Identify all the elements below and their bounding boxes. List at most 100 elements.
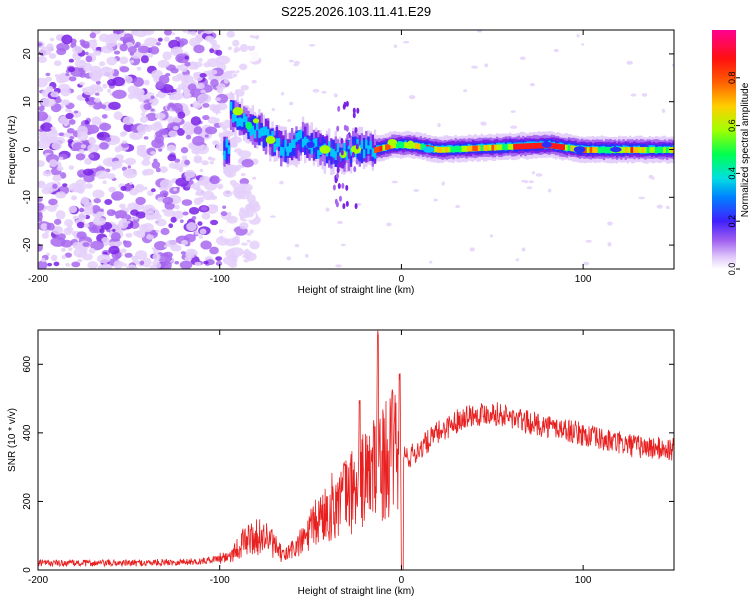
heatmap-noise-cell	[141, 144, 147, 148]
heatmap-faint-cell	[607, 242, 612, 247]
heatmap-faint-cell	[630, 93, 637, 97]
heatmap-ridge-cell	[367, 145, 370, 155]
heatmap-noise-cell	[38, 243, 43, 252]
heatmap-noise-cell	[83, 223, 90, 228]
heatmap-noise-cell	[118, 203, 126, 209]
heatmap-ridge-cell	[310, 133, 313, 147]
heatmap-noise-cell	[204, 134, 209, 138]
heatmap-noise-cell	[88, 247, 96, 254]
heatmap-ridge-core	[559, 144, 563, 150]
heatmap-noise-cell	[113, 50, 121, 55]
heatmap-ridge-core	[540, 142, 544, 149]
heatmap-noise-cell	[143, 136, 149, 140]
heatmap-ridge-core	[450, 146, 454, 153]
heatmap-noise-cell	[249, 229, 254, 234]
heatmap-noise-cell	[89, 32, 97, 39]
heatmap-ridge-cell	[360, 149, 364, 164]
heatmap-ridge-cell	[330, 147, 333, 157]
heatmap-noise-cell	[51, 141, 62, 150]
heatmap-noise-cell	[42, 170, 52, 177]
heatmap-noise-cell	[246, 37, 257, 47]
heatmap-noise-cell	[191, 148, 198, 154]
heatmap-ridge-core	[415, 143, 419, 149]
heatmap-noise-cell	[162, 51, 172, 61]
heatmap-noise-cell	[121, 140, 128, 144]
heatmap-noise-cell	[71, 261, 81, 268]
heatmap-noise-cell	[215, 256, 222, 261]
heatmap-ridge-core	[439, 147, 443, 153]
heatmap-noise-cell	[136, 66, 142, 71]
heatmap-noise-cell	[230, 136, 242, 144]
colorbar-tick-label: 0.4	[727, 167, 737, 180]
heatmap-noise-cell	[106, 56, 118, 66]
heatmap-noise-cell	[193, 197, 202, 206]
heatmap-ridge-core	[395, 142, 399, 149]
heatmap-faint-cell	[408, 95, 416, 100]
heatmap-noise-cell	[78, 149, 85, 154]
heatmap-noise-cell	[50, 254, 58, 262]
heatmap-ridge-cell	[258, 116, 261, 135]
heatmap-faint-cell	[321, 90, 327, 94]
heatmap-noise-cell	[40, 97, 56, 108]
snr-background	[38, 330, 674, 570]
heatmap-noise-cell	[94, 144, 101, 151]
heatmap-noise-cell	[192, 100, 202, 109]
heatmap-noise-cell	[85, 55, 93, 63]
heatmap-noise-cell	[101, 114, 108, 119]
heatmap-noise-cell	[227, 46, 232, 51]
heatmap-ridge-core	[589, 147, 593, 153]
heatmap-noise-cell	[79, 81, 85, 86]
heatmap-ridge-cell	[284, 148, 287, 163]
heatmap-noise-cell	[84, 51, 89, 56]
heatmap-noise-cell	[65, 112, 74, 120]
heatmap-noise-cell	[133, 77, 144, 87]
heatmap-ridge-cell	[293, 139, 296, 149]
colorbar-tick-label: 0.8	[727, 72, 737, 85]
heatmap-noise-cell	[79, 72, 86, 78]
heatmap-noise-cell	[68, 76, 77, 82]
heatmap-ridge-cell	[325, 136, 329, 155]
heatmap-hotspot	[387, 138, 398, 146]
heatmap-noise-cell	[46, 222, 55, 231]
heatmap-noise-cell	[120, 248, 127, 254]
heatmap-ridge-cell	[258, 131, 261, 146]
heatmap-noise-cell	[125, 232, 133, 238]
heatmap-streak-cell	[341, 162, 345, 169]
snr-xtick-label: -100	[210, 575, 230, 586]
heatmap-noise-cell	[80, 196, 90, 205]
heatmap-noise-cell	[159, 190, 169, 197]
heatmap-noise-cell	[250, 30, 259, 37]
colorbar-tick-label: 0.6	[727, 119, 737, 132]
heatmap-noise-cell	[96, 84, 101, 89]
heatmap-ridge-cell	[317, 137, 320, 152]
heatmap-noise-cell	[101, 237, 110, 243]
heatmap-faint-cell	[529, 83, 535, 87]
heatmap-noise-cell	[105, 137, 112, 142]
heatmap-hotspot	[319, 145, 331, 154]
spectrogram-ylabel: Frequency (Hz)	[7, 116, 18, 185]
heatmap-noise-cell	[186, 131, 192, 135]
heatmap-noise-cell	[249, 240, 260, 250]
heatmap-noise-cell	[38, 105, 45, 112]
heatmap-noise-cell	[143, 79, 150, 86]
heatmap-faint-cell	[656, 204, 663, 209]
heatmap-ridge-cell	[293, 142, 296, 157]
heatmap-noise-cell	[182, 124, 191, 132]
snr-frame	[37, 329, 675, 571]
heatmap-noise-cell	[78, 207, 85, 213]
heatmap-ridge-cell	[362, 137, 366, 152]
heatmap-ridge-core	[592, 147, 596, 153]
heatmap-faint-cell	[433, 198, 438, 202]
heatmap-noise-cell	[246, 232, 252, 236]
heatmap-noise-cell	[68, 182, 83, 193]
heatmap-noise-cell	[233, 158, 238, 163]
heatmap-noise-cell	[181, 155, 188, 160]
heatmap-noise-cell	[97, 265, 103, 269]
heatmap-noise-cell	[162, 196, 174, 205]
heatmap-noise-cell	[191, 61, 196, 66]
heatmap-faint-cell	[553, 48, 559, 53]
heatmap-noise-cell	[215, 83, 226, 90]
heatmap-noise-cell	[61, 34, 73, 45]
heatmap-noise-cell	[58, 156, 64, 161]
heatmap-noise-cell	[110, 232, 121, 242]
